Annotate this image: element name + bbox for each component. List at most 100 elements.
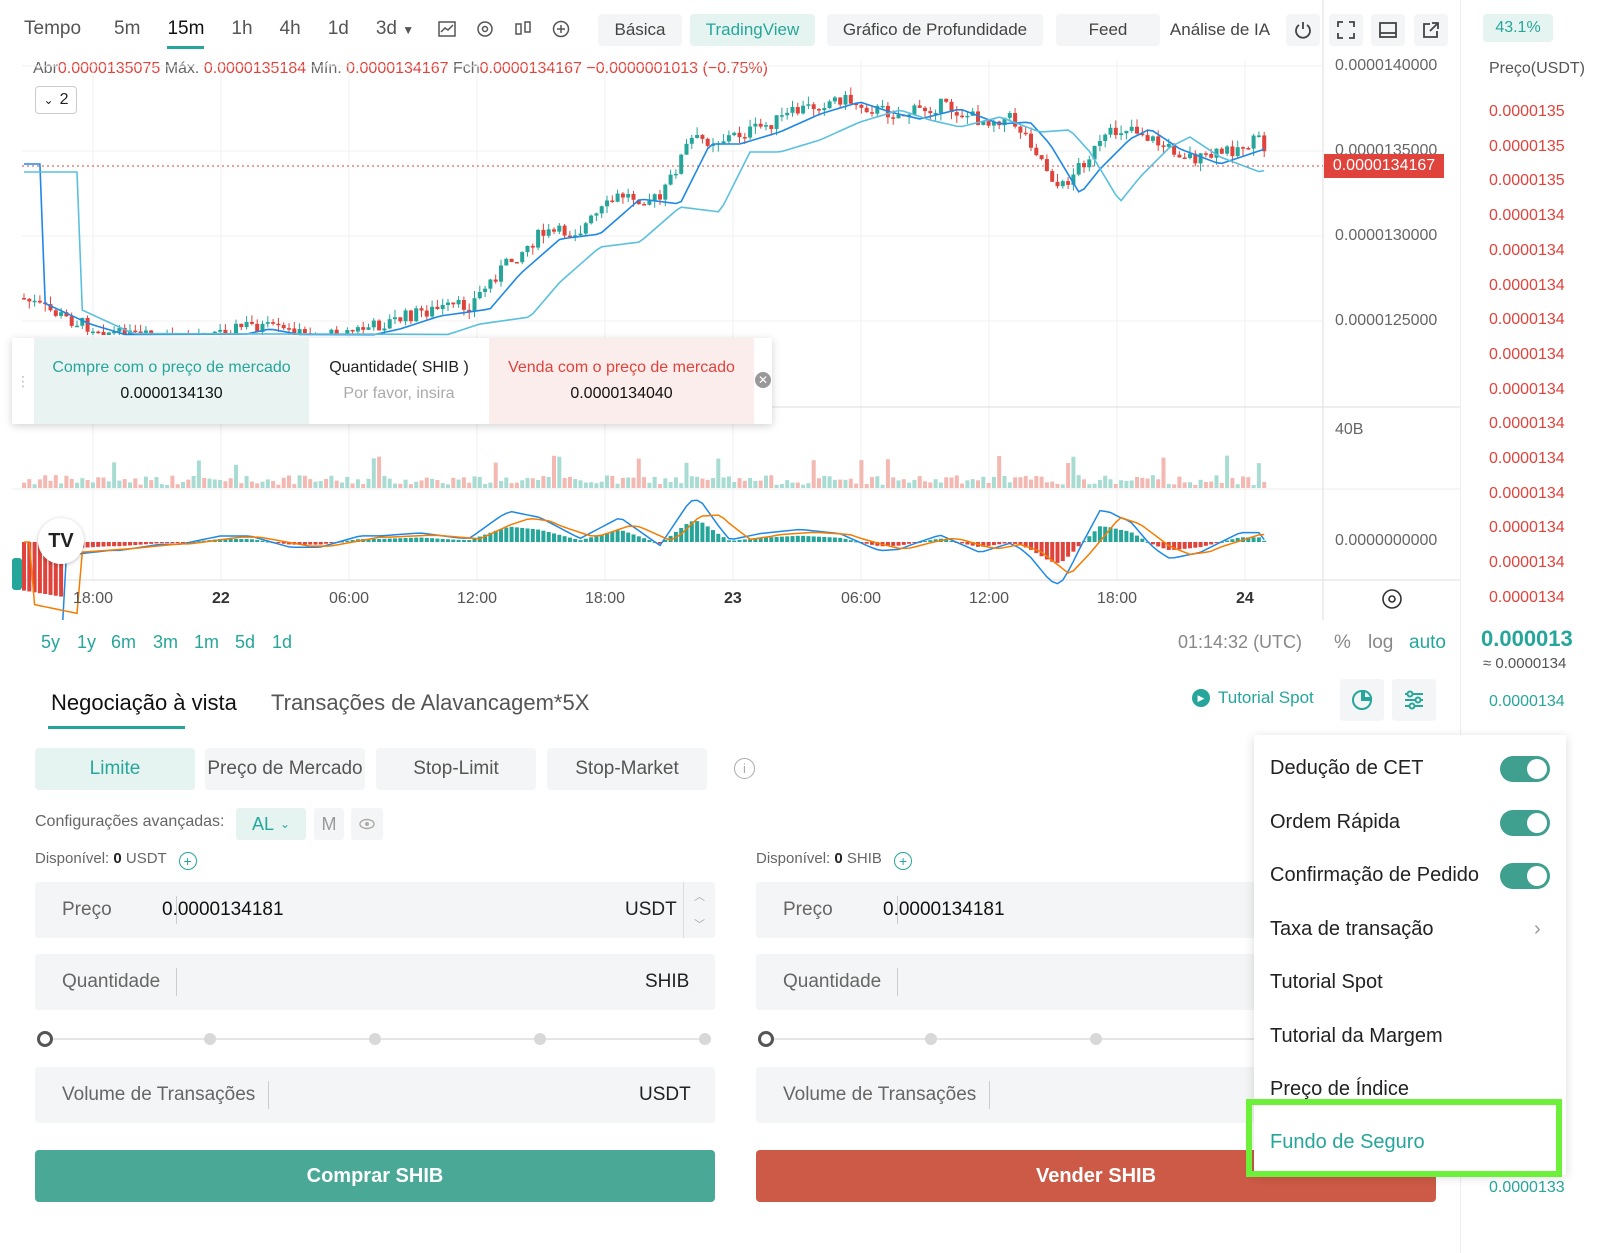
order-type-stop-limit[interactable]: Stop-Limit xyxy=(376,748,536,790)
sell-quantity-input[interactable] xyxy=(911,968,1241,996)
slider-step[interactable] xyxy=(925,1033,937,1045)
timeframe-5m[interactable]: 5m xyxy=(114,18,141,39)
range-3m[interactable]: 3m xyxy=(153,632,179,652)
tutorial-spot-link[interactable]: ▶ Tutorial Spot xyxy=(1192,688,1314,708)
range-1d[interactable]: 1d xyxy=(272,632,293,652)
orderbook-ask-row[interactable]: 0.0000134 xyxy=(1489,345,1565,363)
orderbook-ask-row[interactable]: 0.0000134 xyxy=(1489,276,1565,294)
timeframe-4h[interactable]: 4h xyxy=(279,18,301,39)
view-depth-chart[interactable]: Gráfico de Profundidade xyxy=(827,14,1043,46)
timeframe-3d[interactable]: 3d ▼ xyxy=(376,18,414,40)
view-feed[interactable]: Feed xyxy=(1056,14,1160,46)
view-basic[interactable]: Básica xyxy=(598,14,682,46)
range-5y[interactable]: 5y xyxy=(41,632,61,652)
order-type-market[interactable]: Preço de Mercado xyxy=(205,748,365,790)
order-confirmation-toggle[interactable] xyxy=(1500,863,1550,889)
scale-percent[interactable]: % xyxy=(1334,632,1351,653)
range-1m[interactable]: 1m xyxy=(194,632,220,652)
buy-quantity-input[interactable] xyxy=(190,968,630,996)
orderbook-ask-row[interactable]: 0.0000134 xyxy=(1489,380,1565,398)
range-6m[interactable]: 6m xyxy=(111,632,137,652)
menu-item-tutorial-margin[interactable]: Tutorial da Margem xyxy=(1270,1025,1443,1047)
slider-step[interactable] xyxy=(1090,1033,1102,1045)
orderbook-ask-row[interactable]: 0.0000134 xyxy=(1489,484,1565,502)
orderbook-ask-row[interactable]: 0.0000135 xyxy=(1489,137,1565,155)
timeframe-15m[interactable]: 15m xyxy=(167,18,205,49)
fullscreen-icon[interactable] xyxy=(1329,14,1363,46)
chart-settings-icon[interactable] xyxy=(1382,589,1402,609)
orderbook-ask-row[interactable]: 0.0000134 xyxy=(1489,311,1565,329)
timeframe-1h[interactable]: 1h xyxy=(231,18,253,39)
timeframe-1d[interactable]: 1d xyxy=(327,18,349,39)
slider-step[interactable] xyxy=(534,1033,546,1045)
range-5d[interactable]: 5d xyxy=(235,632,256,652)
cet-deduction-toggle[interactable] xyxy=(1500,756,1550,782)
buy-price-field[interactable]: Preço USDT ︿﹀ xyxy=(35,882,715,938)
menu-item-index-price[interactable]: Preço de Índice xyxy=(1270,1078,1409,1100)
indicator-collapse-toggle[interactable]: ⌄ 2 xyxy=(35,86,77,114)
info-icon[interactable]: i xyxy=(734,758,755,779)
orderbook-ask-row[interactable]: 0.0000134 xyxy=(1489,588,1565,606)
menu-item-transaction-fee[interactable]: Taxa de transação xyxy=(1270,918,1434,940)
orderbook-ask-row[interactable]: 0.0000134 xyxy=(1489,519,1565,537)
buy-button[interactable]: Comprar SHIB xyxy=(35,1150,715,1202)
buy-volume-input[interactable] xyxy=(280,1081,620,1109)
buy-volume-field[interactable]: Volume de Transações USDT xyxy=(35,1067,715,1123)
buy-price-input[interactable] xyxy=(162,896,612,924)
orderbook-ask-row[interactable]: 0.0000134 xyxy=(1489,241,1565,259)
view-ai-analysis[interactable]: Análise de IA xyxy=(1169,20,1271,39)
menu-item-quick-order[interactable]: Ordem Rápida xyxy=(1270,811,1401,833)
quick-quantity-field[interactable]: Quantidade( SHIB ) Por favor, insira xyxy=(309,338,489,424)
slider-step[interactable] xyxy=(204,1033,216,1045)
advanced-m-toggle[interactable]: M xyxy=(314,808,344,840)
drag-handle-icon[interactable]: ⋮ xyxy=(16,372,30,389)
pie-chart-icon[interactable] xyxy=(1340,679,1384,721)
scale-log[interactable]: log xyxy=(1368,632,1394,653)
orderbook-ask-row[interactable]: 0.0000135 xyxy=(1489,172,1565,190)
sell-price-input[interactable] xyxy=(883,896,1243,924)
tab-margin[interactable]: Transações de Alavancagem*5X xyxy=(271,690,590,715)
deposit-plus-icon[interactable]: + xyxy=(178,852,197,870)
slider-step[interactable] xyxy=(699,1033,711,1045)
indicator-icon[interactable] xyxy=(436,18,458,40)
sell-volume-input[interactable] xyxy=(1001,1081,1241,1109)
orderbook-ask-row[interactable]: 0.0000134 xyxy=(1489,207,1565,225)
settings-icon[interactable] xyxy=(474,18,496,40)
side-drawer-handle[interactable] xyxy=(12,558,22,590)
orderbook-ask-row[interactable]: 0.0000134 xyxy=(1489,415,1565,433)
menu-item-cet-deduction[interactable]: Dedução de CET xyxy=(1270,757,1424,779)
orderbook-ask-row[interactable]: 0.0000135 xyxy=(1489,103,1565,120)
orderbook-ask-row[interactable]: 0.0000134 xyxy=(1489,554,1565,572)
candle-type-icon[interactable] xyxy=(512,18,534,40)
order-type-stop-market[interactable]: Stop-Market xyxy=(547,748,707,790)
menu-item-insurance-fund[interactable]: Fundo de Seguro xyxy=(1270,1131,1425,1153)
settings-sliders-icon[interactable] xyxy=(1392,679,1436,721)
view-tradingview[interactable]: TradingView xyxy=(690,14,815,46)
slider-thumb[interactable] xyxy=(37,1031,53,1047)
stepper-down-icon[interactable]: ﹀ xyxy=(694,919,705,931)
slider-step[interactable] xyxy=(369,1033,381,1045)
orderbook-bid-row[interactable]: 0.0000133 xyxy=(1489,1179,1565,1196)
order-type-limit[interactable]: Limite xyxy=(35,748,195,790)
orderbook-ask-row[interactable]: 0.0000134 xyxy=(1489,450,1565,467)
buy-quantity-field[interactable]: Quantidade SHIB xyxy=(35,954,715,1010)
quick-buy-market-button[interactable]: Compre com o preço de mercado 0.00001341… xyxy=(34,338,309,424)
advanced-al-select[interactable]: AL ⌄ xyxy=(236,808,306,840)
sell-percent-slider[interactable] xyxy=(766,1038,1256,1040)
layout-icon[interactable] xyxy=(1371,14,1405,46)
price-stepper[interactable]: ︿ ﹀ xyxy=(683,882,715,938)
quick-sell-market-button[interactable]: Venda com o preço de mercado 0.000013404… xyxy=(489,338,754,424)
power-icon[interactable] xyxy=(1286,14,1320,46)
range-1y[interactable]: 1y xyxy=(77,632,97,652)
orderbook-bid-row[interactable]: 0.0000134 xyxy=(1489,693,1565,710)
scale-auto[interactable]: auto xyxy=(1409,632,1446,653)
add-icon[interactable] xyxy=(550,18,572,40)
quick-order-toggle[interactable] xyxy=(1500,810,1550,836)
stepper-up-icon[interactable]: ︿ xyxy=(694,891,705,903)
eye-icon[interactable] xyxy=(351,808,383,840)
slider-thumb[interactable] xyxy=(758,1031,774,1047)
deposit-plus-icon[interactable]: + xyxy=(894,852,913,870)
menu-item-tutorial-spot[interactable]: Tutorial Spot xyxy=(1270,971,1383,993)
price-chart[interactable] xyxy=(0,0,1460,620)
menu-item-order-confirmation[interactable]: Confirmação de Pedido xyxy=(1270,864,1480,886)
